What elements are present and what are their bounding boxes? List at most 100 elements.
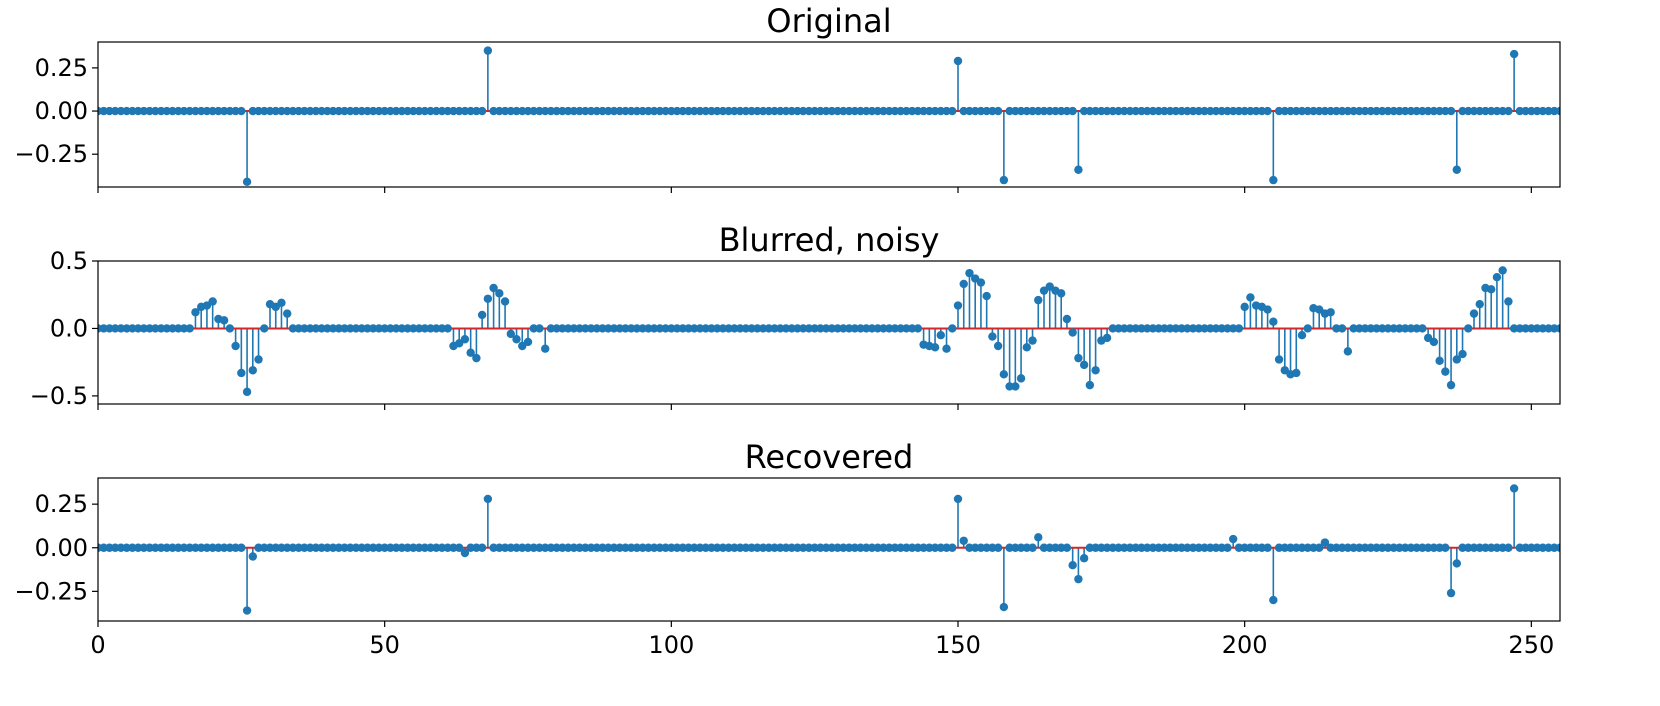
- panel-original: Original 0.25 0.00 −0.25: [14, 2, 1561, 193]
- stem-marker: [948, 324, 957, 333]
- stem-marker: [1062, 314, 1072, 324]
- stem-marker: [953, 56, 963, 66]
- y-tick-label: 0.00: [35, 97, 88, 125]
- stem-marker: [1337, 324, 1347, 333]
- stem-marker: [1229, 534, 1238, 544]
- chart-title: Blurred, noisy: [719, 221, 940, 259]
- stem-marker: [455, 543, 464, 552]
- stem-marker: [1504, 543, 1513, 552]
- stem-marker: [1446, 588, 1456, 598]
- stem-marker: [1315, 543, 1324, 552]
- y-tick-label: −0.5: [30, 382, 88, 410]
- stem-marker: [1102, 333, 1112, 343]
- stem-marker: [191, 308, 200, 317]
- stem-marker: [443, 324, 452, 333]
- stem-marker: [1504, 106, 1513, 116]
- panel-recovered: Recovered 0.25 0.00 −0.250 50 100 150 200 250: [14, 438, 1561, 659]
- stem-marker: [489, 283, 498, 293]
- y-tick-label: 0.25: [35, 54, 88, 82]
- stem-marker: [254, 355, 263, 364]
- stem-marker: [185, 324, 194, 333]
- stem-marker: [1555, 324, 1560, 333]
- stem-marker: [1263, 305, 1272, 314]
- stem-marker: [1034, 295, 1043, 305]
- y-tick-label: 0.00: [35, 534, 88, 562]
- panel-blurred-noisy: Blurred, noisy 0.5 0.0 −0.5: [30, 221, 1561, 410]
- stem-marker: [1274, 355, 1284, 364]
- stem-marker: [208, 297, 217, 306]
- stem-marker: [1269, 317, 1278, 326]
- stem-marker: [999, 602, 1009, 612]
- stem-marker: [1452, 165, 1462, 174]
- x-tick-label: 150: [935, 631, 981, 659]
- stem-marker: [1079, 554, 1089, 563]
- stem-marker: [1464, 324, 1473, 333]
- stem-marker: [913, 324, 923, 333]
- stem-marker: [237, 368, 246, 378]
- stem-marker: [1303, 324, 1312, 333]
- stem-marker: [1074, 574, 1083, 584]
- stem-marker: [1011, 382, 1020, 391]
- stem-marker: [1498, 266, 1507, 275]
- stem-marker: [1435, 356, 1444, 366]
- stem-marker: [1492, 272, 1502, 282]
- stem-marker: [930, 343, 940, 352]
- x-tick-label: 200: [1222, 631, 1268, 659]
- stem-marker: [959, 279, 968, 289]
- stem-marker: [1441, 543, 1450, 552]
- stem-marker: [1068, 560, 1077, 570]
- stem-marker: [1062, 543, 1072, 552]
- stem-marker: [1028, 543, 1037, 552]
- stem-marker: [1469, 309, 1479, 318]
- stem-marker: [219, 316, 229, 325]
- stem-marker: [999, 370, 1009, 379]
- stem-marker: [1429, 337, 1439, 347]
- stem-marker: [1234, 324, 1244, 333]
- stem-marker: [1487, 285, 1496, 294]
- y-tick-label: 0.0: [50, 314, 88, 342]
- stem-marker: [948, 543, 957, 552]
- stem-marker: [1240, 302, 1249, 312]
- stem-marker: [1509, 49, 1519, 59]
- stem-marker: [248, 552, 257, 561]
- stem-marker: [1320, 538, 1330, 547]
- stem-marker: [1292, 368, 1301, 378]
- stem-marker: [1022, 343, 1031, 352]
- stem-marker: [1016, 374, 1026, 383]
- stem-marker: [535, 324, 544, 333]
- stem-marker: [1509, 484, 1519, 493]
- stem-marker: [959, 536, 968, 545]
- stem-marker: [1326, 308, 1335, 317]
- stem-marker: [1555, 106, 1560, 116]
- stem-marker: [277, 298, 286, 308]
- stem-marker: [231, 341, 240, 351]
- stem-marker: [1343, 347, 1353, 356]
- stem-marker: [1446, 106, 1456, 116]
- x-tick-label: 100: [648, 631, 694, 659]
- stem-marker: [976, 278, 986, 287]
- stem-marker: [1034, 533, 1043, 542]
- stem-marker: [936, 330, 945, 340]
- stem-marker: [1297, 330, 1307, 340]
- stem-marker: [483, 494, 493, 504]
- axes-frame: [97, 41, 1561, 188]
- stem-marker: [999, 175, 1009, 185]
- y-tick-label: −0.25: [14, 577, 88, 605]
- chart-title: Recovered: [745, 438, 914, 476]
- stem-marker: [993, 106, 1003, 116]
- stem-marker: [1074, 353, 1083, 363]
- stem-marker: [993, 341, 1003, 351]
- stem-marker: [460, 335, 470, 344]
- stem-marker: [512, 335, 521, 344]
- stem-marker: [1085, 380, 1095, 390]
- stem-marker: [483, 294, 493, 303]
- stem-marker: [1452, 559, 1462, 568]
- plot-area: [98, 484, 1560, 615]
- axes-frame: [97, 260, 1561, 405]
- stem-marker: [242, 606, 252, 615]
- stem-marker: [477, 543, 487, 552]
- plot-area: [98, 46, 1560, 187]
- stem-marker: [1458, 349, 1467, 359]
- x-tick-label: 50: [369, 631, 400, 659]
- stem-marker: [1269, 595, 1278, 605]
